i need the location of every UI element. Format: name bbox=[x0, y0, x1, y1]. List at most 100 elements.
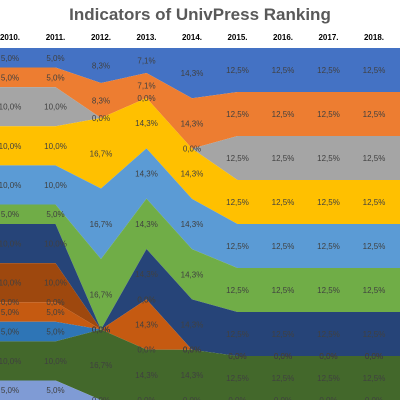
data-label: 0,0% bbox=[46, 298, 64, 307]
series-area-2 bbox=[0, 67, 400, 149]
data-label: 0,0% bbox=[137, 295, 155, 304]
data-label: 12,5% bbox=[317, 198, 340, 207]
data-label: 14,3% bbox=[135, 371, 158, 380]
data-label: 0,0% bbox=[228, 396, 246, 400]
data-label: 5,0% bbox=[46, 210, 64, 219]
data-label: 10,0% bbox=[0, 240, 21, 249]
data-label: 0,0% bbox=[92, 326, 110, 335]
data-label: 10,0% bbox=[0, 103, 21, 112]
data-label: 12,5% bbox=[317, 374, 340, 383]
data-label: 12,5% bbox=[226, 242, 249, 251]
data-label: 12,5% bbox=[272, 242, 295, 251]
data-label: 0,0% bbox=[319, 352, 337, 361]
data-label: 0,0% bbox=[137, 94, 155, 103]
data-label: 10,0% bbox=[44, 181, 67, 190]
data-label: 12,5% bbox=[363, 198, 386, 207]
data-label: 16,7% bbox=[90, 361, 113, 370]
data-label: 7,1% bbox=[137, 56, 155, 65]
data-label: 0,0% bbox=[365, 352, 383, 361]
data-label: 0,0% bbox=[274, 352, 292, 361]
series-area-3 bbox=[0, 87, 400, 180]
data-label: 12,5% bbox=[317, 154, 340, 163]
data-label: 12,5% bbox=[317, 110, 340, 119]
data-label: 10,0% bbox=[0, 142, 21, 151]
data-label: 14,3% bbox=[181, 220, 204, 229]
category-label: 2014. bbox=[182, 33, 202, 42]
data-label: 0,0% bbox=[365, 352, 383, 361]
data-label: 0,0% bbox=[137, 295, 155, 304]
chart-title: Indicators of UnivPress Ranking bbox=[69, 5, 331, 24]
data-label: 0,0% bbox=[92, 326, 110, 335]
data-label: 14,3% bbox=[181, 321, 204, 330]
data-label: 5,0% bbox=[1, 210, 19, 219]
data-label: 12,5% bbox=[363, 66, 386, 75]
data-label: 14,3% bbox=[135, 220, 158, 229]
data-label: 0,0% bbox=[319, 352, 337, 361]
series-area-12 bbox=[0, 329, 400, 400]
data-label: 12,5% bbox=[272, 330, 295, 339]
data-label: 12,5% bbox=[226, 198, 249, 207]
data-label: 5,0% bbox=[46, 54, 64, 63]
data-label: 14,3% bbox=[181, 170, 204, 179]
data-label: 0,0% bbox=[92, 326, 110, 335]
data-label: 12,5% bbox=[317, 330, 340, 339]
data-label: 16,7% bbox=[90, 149, 113, 158]
data-label: 10,0% bbox=[44, 103, 67, 112]
data-label: 10,0% bbox=[44, 279, 67, 288]
category-label: 2011. bbox=[46, 33, 66, 42]
data-label: 14,3% bbox=[181, 371, 204, 380]
data-label: 12,5% bbox=[226, 154, 249, 163]
data-label: 14,3% bbox=[181, 69, 204, 78]
data-label: 0,0% bbox=[1, 298, 19, 307]
data-label: 12,5% bbox=[226, 286, 249, 295]
data-label: 0,0% bbox=[274, 352, 292, 361]
data-label: 0,0% bbox=[92, 396, 110, 400]
data-label: 0,0% bbox=[92, 326, 110, 335]
data-label: 12,5% bbox=[226, 110, 249, 119]
series-area-13 bbox=[0, 380, 400, 400]
data-label: 12,5% bbox=[363, 242, 386, 251]
data-label: 5,0% bbox=[1, 386, 19, 395]
series-area-10 bbox=[0, 299, 400, 356]
data-label: 12,5% bbox=[317, 66, 340, 75]
data-label: 16,7% bbox=[90, 290, 113, 299]
series-area-5 bbox=[0, 148, 400, 268]
data-label: 0,0% bbox=[365, 396, 383, 400]
data-label: 10,0% bbox=[44, 142, 67, 151]
data-label: 0,0% bbox=[228, 352, 246, 361]
series-area-6 bbox=[0, 198, 400, 330]
data-label: 12,5% bbox=[317, 242, 340, 251]
data-label: 5,0% bbox=[1, 328, 19, 337]
data-label: 0,0% bbox=[137, 396, 155, 400]
series-area-4 bbox=[0, 97, 400, 224]
data-label: 0,0% bbox=[183, 346, 201, 355]
series-area-8 bbox=[0, 263, 400, 356]
data-label: 0,0% bbox=[228, 352, 246, 361]
data-label: 0,0% bbox=[137, 346, 155, 355]
data-label: 0,0% bbox=[274, 396, 292, 400]
series-area-11 bbox=[0, 321, 400, 356]
data-label: 12,5% bbox=[317, 286, 340, 295]
data-label: 8,3% bbox=[92, 97, 110, 106]
data-label: 5,0% bbox=[46, 328, 64, 337]
data-label: 0,0% bbox=[183, 396, 201, 400]
data-label: 0,0% bbox=[92, 114, 110, 123]
data-label: 0,0% bbox=[183, 145, 201, 154]
data-label: 14,3% bbox=[135, 119, 158, 128]
series-area-1 bbox=[0, 48, 400, 99]
data-label: 0,0% bbox=[228, 352, 246, 361]
category-label: 2010. bbox=[0, 33, 20, 42]
data-label: 12,5% bbox=[272, 110, 295, 119]
category-label: 2017. bbox=[318, 33, 338, 42]
series-area-7 bbox=[0, 224, 400, 356]
data-label: 0,0% bbox=[183, 346, 201, 355]
data-label: 0,0% bbox=[319, 352, 337, 361]
data-label: 12,5% bbox=[226, 374, 249, 383]
data-label: 14,3% bbox=[181, 270, 204, 279]
data-label: 12,5% bbox=[272, 374, 295, 383]
data-label: 0,0% bbox=[365, 352, 383, 361]
data-label: 5,0% bbox=[1, 73, 19, 82]
data-label: 7,1% bbox=[137, 81, 155, 90]
data-label: 5,0% bbox=[46, 73, 64, 82]
data-label: 12,5% bbox=[363, 330, 386, 339]
